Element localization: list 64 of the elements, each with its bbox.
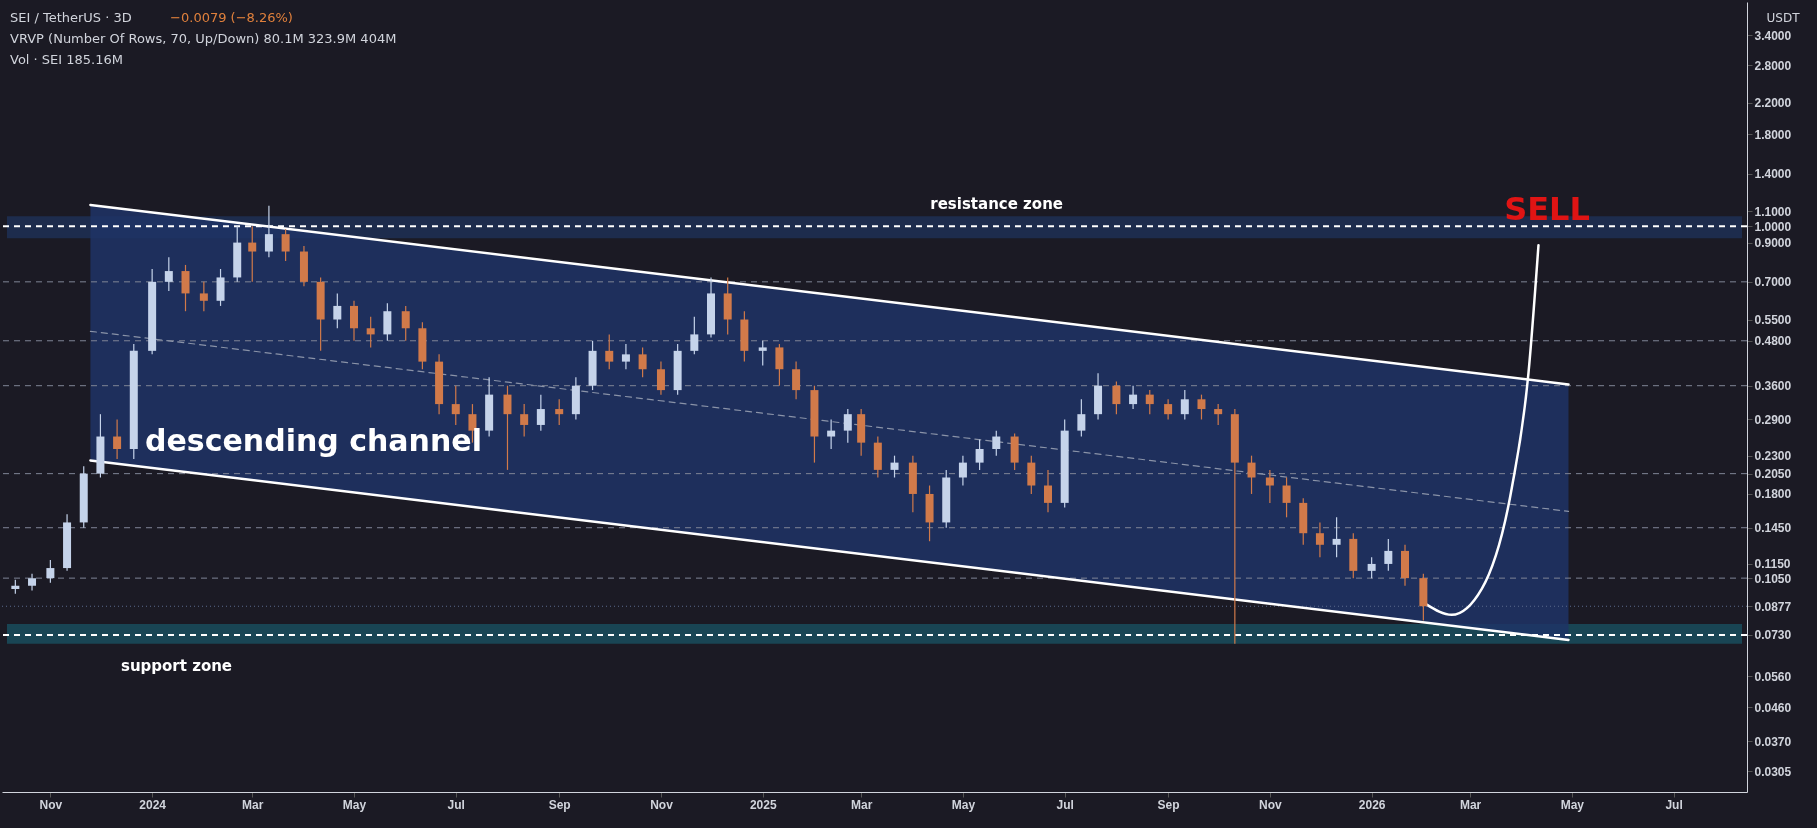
x-tick-label: Jul (447, 797, 465, 812)
x-tick-label: Nov (39, 797, 63, 812)
x-tick-label: Jul (1665, 797, 1683, 812)
y-tick-label: 2.8000 (1754, 58, 1792, 73)
annotation: descending channel (145, 423, 482, 458)
text: SEI / TetherUS · 3D (10, 10, 132, 25)
candlestick (690, 316, 699, 355)
y-tick-label: 0.0877 (1754, 599, 1792, 614)
y-tick-label: 0.1050 (1754, 571, 1792, 586)
x-tick-label: Sep (1157, 797, 1180, 812)
candlestick (843, 408, 852, 444)
y-tick-label: 1.1000 (1754, 204, 1792, 219)
annotation: VRVP (Number Of Rows, 70, Up/Down) 80.1M 323.9M 404M (10, 31, 397, 46)
x-tick-label: Sep (548, 797, 571, 812)
y-tick-label: 0.2300 (1754, 449, 1792, 464)
y-tick-label: 1.0000 (1754, 219, 1792, 234)
candlestick (1197, 394, 1206, 421)
y-tick-label: 0.5500 (1754, 313, 1792, 328)
y-tick-label: 0.2050 (1754, 467, 1792, 482)
annotation: −0.0079 (−8.26%) (170, 10, 293, 25)
candlestick (520, 403, 529, 438)
y-tick-label: 0.1150 (1754, 557, 1791, 572)
y-tick-label: 1.8000 (1754, 127, 1792, 142)
y-tick-label: 0.7000 (1754, 275, 1792, 290)
candlestick (975, 438, 984, 471)
y-tick-label: 2.2000 (1754, 96, 1792, 111)
x-tick-label: Jul (1056, 797, 1074, 812)
candlestick (216, 268, 225, 307)
x-tick-label: Mar (1459, 797, 1482, 812)
y-tick-label: 0.0305 (1754, 764, 1792, 779)
y-tick-label: 0.0560 (1754, 669, 1792, 684)
x-tick-label: Mar (850, 797, 873, 812)
candlestick (164, 256, 173, 292)
x-tick-label: Mar (242, 797, 264, 812)
candlestick (333, 292, 342, 329)
y-tick-label: 0.9000 (1754, 236, 1792, 251)
x-tick-label: 2025 (749, 797, 777, 812)
x-tick-label: May (951, 797, 976, 812)
y-tick-label: 0.0370 (1754, 734, 1792, 749)
candlestick (758, 340, 767, 366)
x-tick-label: May (342, 797, 367, 812)
x-tick-label: May (1560, 797, 1585, 812)
candlestick (281, 228, 290, 262)
candlestick (723, 276, 732, 335)
y-tick-label: 0.1800 (1754, 487, 1792, 502)
y-tick-label: 0.0730 (1754, 628, 1792, 643)
y-axis-title: USDT (1766, 11, 1801, 25)
band-label: resistance zone (930, 195, 1064, 214)
y-tick-label: 3.4000 (1754, 28, 1792, 43)
band-label: support zone (120, 656, 233, 675)
y-tick-label: 0.0460 (1754, 700, 1792, 715)
annotation: SELL (1504, 190, 1590, 228)
x-tick-label: Nov (650, 797, 674, 812)
y-tick-label: 0.2900 (1754, 412, 1792, 427)
candlestick (1077, 398, 1086, 438)
y-tick-label: 0.3600 (1754, 379, 1792, 394)
y-tick-label: 0.1450 (1754, 521, 1792, 536)
y-tick-label: 1.4000 (1754, 167, 1792, 182)
annotation: Vol · SEI 185.16M (10, 52, 123, 67)
x-tick-label: Nov (1259, 797, 1283, 812)
candlestick (605, 333, 614, 370)
x-tick-label: 2026 (1358, 797, 1386, 812)
y-tick-label: 0.4800 (1754, 334, 1792, 349)
x-tick-label: 2024 (139, 797, 167, 812)
